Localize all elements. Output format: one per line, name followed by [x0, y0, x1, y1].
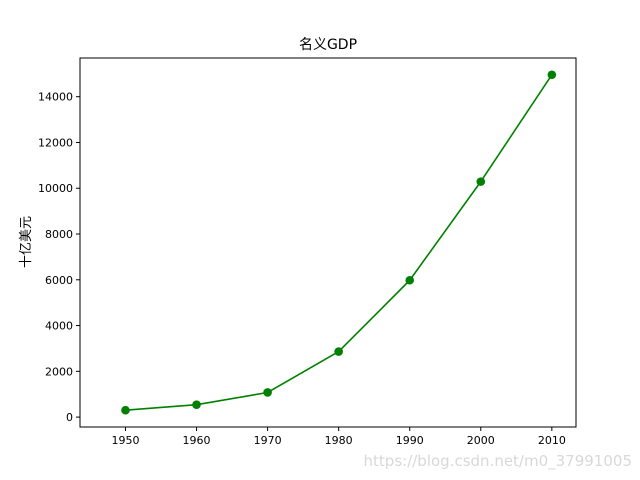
- y-tick-label: 0: [66, 411, 73, 424]
- series-layer: [121, 70, 557, 415]
- y-tick-label: 6000: [45, 274, 73, 287]
- y-tick-label: 4000: [45, 320, 73, 333]
- y-tick-label: 2000: [45, 365, 73, 378]
- data-point: [263, 388, 272, 397]
- x-tick-label: 1990: [396, 434, 424, 447]
- plot-frame: [79, 57, 577, 428]
- y-tick-label: 8000: [45, 228, 73, 241]
- x-tick-label: 2000: [467, 434, 495, 447]
- x-tick-label: 1980: [325, 434, 353, 447]
- data-point: [121, 405, 130, 415]
- x-tick-label: 2010: [538, 434, 566, 447]
- watermark: https://blog.csdn.net/m0_37991005: [363, 452, 632, 470]
- y-tick-label: 14000: [38, 91, 73, 104]
- chart-title: 名义GDP: [299, 37, 357, 53]
- ticks-layer: 1950 1960 1970 1980 1990 2000 2010 0 2000 4000 600…: [38, 91, 566, 447]
- data-point: [547, 70, 557, 80]
- data-point: [476, 177, 486, 186]
- y-tick-label: 10000: [38, 182, 73, 195]
- x-tick-label: 1970: [254, 434, 282, 447]
- x-tick-label: 1950: [111, 434, 139, 447]
- x-tick-label: 1960: [183, 434, 211, 447]
- data-point: [405, 275, 415, 285]
- y-axis-label: 十亿美元: [19, 216, 34, 268]
- data-point: [334, 347, 343, 356]
- y-tick-label: 12000: [38, 136, 73, 149]
- data-point: [192, 400, 201, 409]
- plot-area: [80, 58, 576, 427]
